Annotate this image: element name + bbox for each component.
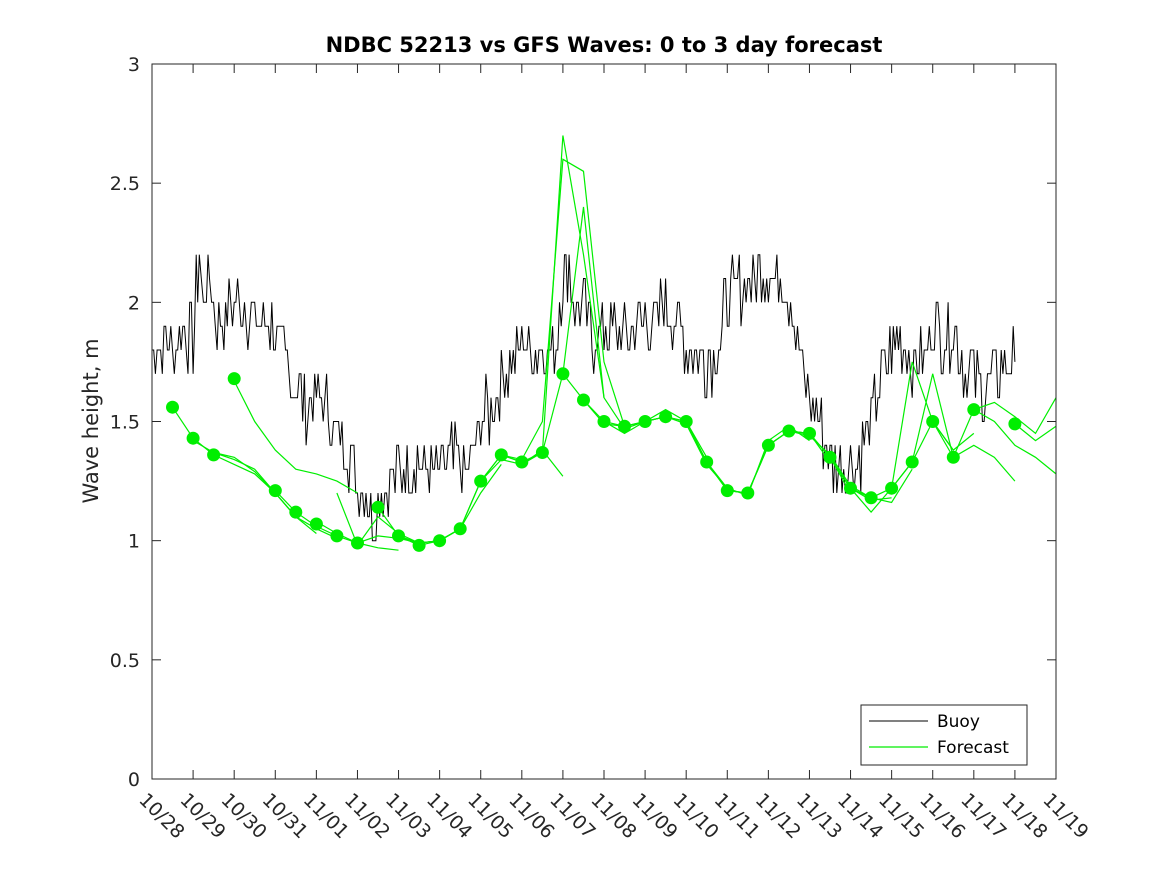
forecast-line	[1014, 423, 1057, 442]
y-axis-label: Wave height, m	[79, 338, 103, 503]
forecast-marker	[351, 536, 364, 550]
forecast-marker	[618, 419, 631, 433]
forecast-marker	[597, 415, 611, 428]
forecast-marker	[309, 517, 323, 531]
y-tick-label: 3	[128, 54, 140, 76]
y-axis: 0 0.5 1 1.5 2 2.5 3	[110, 54, 1056, 791]
forecast-marker	[556, 367, 570, 381]
forecast-marker	[967, 403, 981, 417]
forecast-marker	[207, 448, 221, 462]
buoy-series	[152, 254, 1016, 542]
forecast-marker	[577, 393, 590, 407]
forecast-marker	[905, 455, 919, 469]
forecast-marker	[803, 426, 816, 440]
forecast-marker	[166, 400, 179, 414]
y-tick-label: 2	[128, 292, 140, 314]
forecast-marker	[679, 415, 693, 428]
forecast-marker	[268, 484, 282, 498]
forecast-marker	[227, 372, 241, 386]
forecast-marker	[864, 491, 878, 505]
forecast-marker	[659, 410, 673, 424]
legend-box	[860, 704, 1028, 766]
forecast-marker	[433, 534, 447, 548]
forecast-marker	[453, 522, 467, 536]
forecast-marker	[515, 455, 529, 469]
forecast-marker	[289, 505, 303, 519]
forecast-marker	[741, 486, 755, 500]
y-tick-label: 0.5	[110, 650, 140, 672]
forecast-marker	[823, 450, 837, 464]
forecast-marker	[494, 448, 508, 462]
forecast-marker	[412, 538, 426, 552]
forecast-marker	[474, 474, 488, 488]
forecast-marker	[926, 415, 940, 428]
y-tick-label: 2.5	[110, 173, 140, 195]
forecast-marker	[535, 446, 549, 459]
chart-title: NDBC 52213 vs GFS Waves: 0 to 3 day fore…	[326, 33, 883, 57]
forecast-marker	[1008, 417, 1022, 431]
forecast-marker	[330, 529, 344, 543]
forecast-marker	[720, 484, 734, 498]
y-tick-label: 0	[128, 769, 140, 791]
forecast-line	[233, 380, 358, 494]
legend: Buoy Forecast	[860, 704, 1028, 766]
legend-forecast-label: Forecast	[937, 738, 1009, 758]
forecast-marker	[782, 424, 796, 438]
legend-buoy-label: Buoy	[937, 712, 980, 732]
forecast-marker	[844, 481, 857, 495]
forecast-marker	[761, 438, 775, 452]
forecast-markers	[166, 367, 1022, 552]
forecast-line	[973, 397, 1057, 435]
forecast-marker	[638, 415, 652, 428]
buoy-line	[152, 254, 1016, 542]
forecast-marker	[885, 481, 899, 495]
y-tick-label: 1.5	[110, 412, 140, 434]
forecast-marker	[186, 431, 200, 445]
forecast-marker	[700, 455, 714, 469]
y-tick-label: 1	[128, 531, 140, 553]
plot-series	[152, 135, 1057, 552]
forecast-marker	[392, 529, 405, 543]
forecast-marker	[946, 450, 960, 464]
forecast-marker	[371, 500, 385, 514]
